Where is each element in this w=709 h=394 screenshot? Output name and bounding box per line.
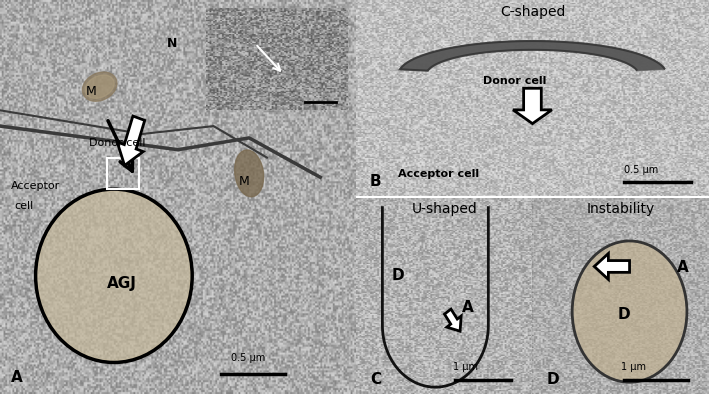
Text: A: A xyxy=(11,370,23,385)
FancyArrow shape xyxy=(513,88,552,124)
Text: cell: cell xyxy=(14,201,33,211)
Text: C-shaped: C-shaped xyxy=(500,5,565,19)
Text: Acceptor: Acceptor xyxy=(11,181,60,191)
Text: Donor cell: Donor cell xyxy=(89,138,145,148)
FancyArrow shape xyxy=(594,253,630,279)
Polygon shape xyxy=(400,41,665,71)
Ellipse shape xyxy=(572,241,687,382)
Bar xyxy=(107,158,139,189)
Text: 1 μm: 1 μm xyxy=(620,362,646,372)
Text: M: M xyxy=(238,175,250,188)
Text: D: D xyxy=(547,372,559,387)
Text: A: A xyxy=(677,260,689,275)
Text: Donor cell: Donor cell xyxy=(483,76,547,86)
Text: AGJ: AGJ xyxy=(107,276,137,291)
Circle shape xyxy=(38,191,191,361)
FancyArrow shape xyxy=(117,116,145,165)
Text: 1 μm: 1 μm xyxy=(453,362,478,372)
Text: N: N xyxy=(167,37,178,50)
Text: D: D xyxy=(391,268,404,283)
PathPatch shape xyxy=(400,41,665,71)
Ellipse shape xyxy=(235,150,264,197)
Text: 0.5 μm: 0.5 μm xyxy=(624,165,659,175)
Text: D: D xyxy=(618,307,630,322)
Text: A: A xyxy=(462,299,474,314)
Text: C: C xyxy=(370,372,381,387)
Text: Acceptor cell: Acceptor cell xyxy=(398,169,479,178)
Text: Instability: Instability xyxy=(586,203,655,216)
Text: U-shaped: U-shaped xyxy=(411,203,477,216)
FancyArrow shape xyxy=(445,309,461,331)
Ellipse shape xyxy=(85,75,114,98)
Text: B: B xyxy=(370,175,381,190)
Text: M: M xyxy=(85,85,96,98)
Text: 0.5 μm: 0.5 μm xyxy=(231,353,266,362)
Ellipse shape xyxy=(82,72,117,101)
